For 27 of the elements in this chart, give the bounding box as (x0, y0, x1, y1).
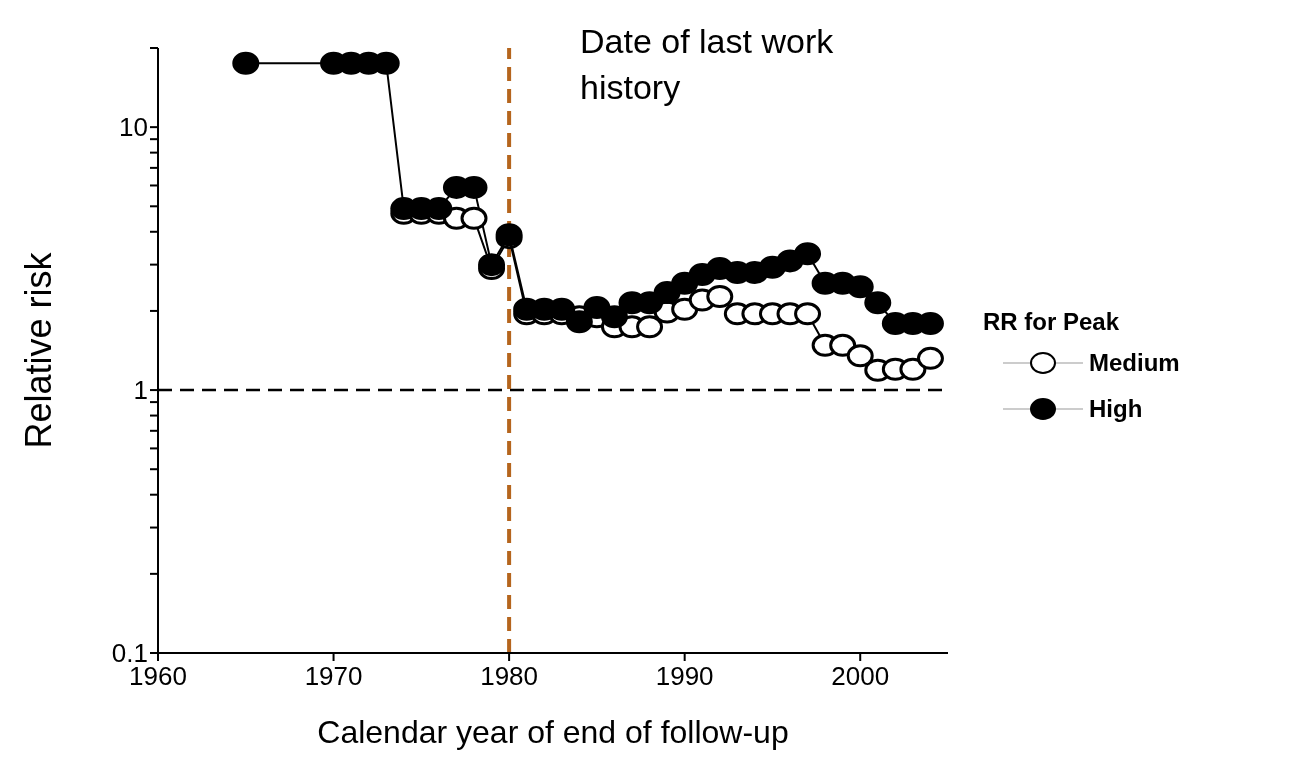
x-tick-label: 1980 (480, 661, 539, 692)
annotation: Date of last work history (580, 21, 835, 108)
point (864, 291, 892, 315)
legend-label: High (1089, 395, 1143, 423)
x-tick-label: 1960 (129, 661, 187, 692)
point (846, 344, 874, 368)
point (846, 275, 874, 299)
point (899, 357, 927, 381)
y-tick-label: 1 (133, 375, 148, 406)
point (706, 284, 734, 308)
legend-label: Medium (1089, 349, 1180, 377)
y-tick-label: 10 (119, 112, 148, 143)
point (460, 206, 488, 230)
point (565, 310, 593, 334)
legend-title: RR for Peak (983, 308, 1121, 336)
x-axis-title: Calendar year of end of follow-up (317, 714, 789, 750)
x-tick-label: 1990 (655, 661, 714, 692)
point (636, 315, 664, 339)
x-tick-label: 1970 (304, 661, 363, 692)
point (794, 302, 822, 326)
point (794, 242, 822, 266)
point (600, 305, 628, 329)
x-tick-label: 2000 (831, 661, 890, 692)
point (829, 333, 857, 357)
point (232, 51, 260, 75)
y-axis-title: Relative risk (17, 251, 59, 449)
point (916, 346, 944, 370)
